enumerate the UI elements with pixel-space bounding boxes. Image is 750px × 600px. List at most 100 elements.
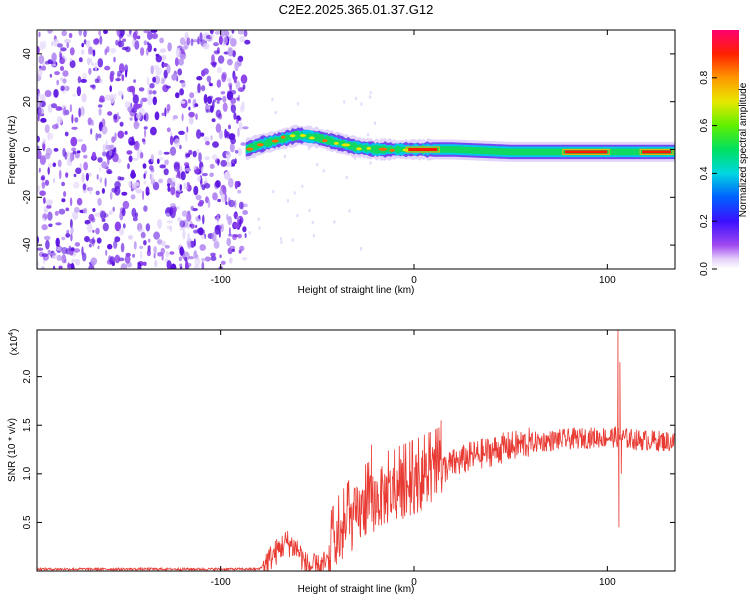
snr-x-tick-label: 100 xyxy=(599,577,616,588)
noise-speckle xyxy=(233,112,237,120)
noise-speckle xyxy=(144,128,147,138)
noise-speckle xyxy=(68,32,73,39)
noise-speckle xyxy=(209,163,215,169)
noise-speckle xyxy=(369,90,372,95)
noise-speckle xyxy=(86,57,91,66)
noise-speckle xyxy=(76,86,82,97)
noise-speckle xyxy=(109,72,114,83)
noise-speckle xyxy=(149,83,155,89)
noise-speckle xyxy=(166,127,171,133)
noise-speckle xyxy=(53,148,59,152)
noise-speckle xyxy=(228,133,236,141)
noise-speckle xyxy=(161,54,167,61)
spectrogram-y-label: Frequency (Hz) xyxy=(7,116,18,185)
noise-speckle xyxy=(308,208,311,213)
noise-speckle xyxy=(165,212,171,217)
noise-speckle xyxy=(180,100,186,104)
noise-speckle xyxy=(56,254,62,261)
noise-speckle xyxy=(61,236,66,241)
noise-speckle xyxy=(179,263,183,268)
noise-speckle xyxy=(114,186,121,196)
snr-y-tick-label: 1.0 xyxy=(22,466,33,480)
noise-speckle xyxy=(70,226,74,235)
noise-speckle xyxy=(174,138,181,148)
noise-speckle xyxy=(117,130,125,139)
noise-speckle xyxy=(159,37,165,44)
snr-x-ticks: -100 0 100 xyxy=(211,330,616,588)
noise-speckle xyxy=(181,210,188,217)
noise-speckle xyxy=(200,177,203,188)
noise-speckle xyxy=(104,48,108,56)
signal-hot-outline xyxy=(639,148,674,155)
noise-speckle xyxy=(77,76,82,84)
noise-speckle xyxy=(74,117,79,123)
noise-speckle xyxy=(196,76,203,81)
noise-speckle xyxy=(139,245,144,249)
noise-speckle xyxy=(137,262,142,269)
noise-speckle xyxy=(158,150,163,156)
noise-speckle xyxy=(44,179,50,186)
noise-speckle xyxy=(242,84,246,90)
noise-speckle xyxy=(193,165,197,170)
noise-speckle xyxy=(189,224,192,227)
snr-series-line xyxy=(37,330,675,571)
noise-speckle xyxy=(95,132,98,141)
noise-speckle xyxy=(53,89,59,98)
noise-speckle xyxy=(128,136,135,146)
spectrogram-y-tick-label: -20 xyxy=(22,190,33,205)
noise-speckle xyxy=(209,83,213,87)
signal-hot-segment xyxy=(642,150,672,154)
noise-speckle xyxy=(43,40,47,50)
noise-speckle xyxy=(150,154,154,163)
noise-speckle xyxy=(201,257,205,262)
noise-speckle xyxy=(186,126,189,133)
noise-speckle xyxy=(201,261,205,269)
noise-speckle xyxy=(132,87,135,97)
noise-speckle xyxy=(102,143,106,152)
noise-speckle xyxy=(130,172,137,179)
noise-speckle xyxy=(109,191,113,200)
noise-speckle xyxy=(87,51,94,55)
noise-speckle xyxy=(57,159,62,168)
noise-speckle xyxy=(92,208,96,212)
noise-speckle xyxy=(121,191,128,196)
noise-speckle xyxy=(140,152,144,159)
noise-speckle xyxy=(48,223,53,228)
noise-speckle xyxy=(87,223,93,233)
noise-speckle xyxy=(133,241,137,250)
noise-speckle xyxy=(150,126,157,136)
noise-speckle xyxy=(240,142,246,146)
noise-speckle xyxy=(60,47,67,52)
noise-speckle xyxy=(82,72,87,81)
noise-speckle xyxy=(84,236,90,243)
noise-speckle xyxy=(97,157,103,163)
noise-speckle xyxy=(227,90,232,95)
spectrogram-plot-area xyxy=(37,30,675,269)
noise-speckle xyxy=(146,95,153,106)
noise-speckle xyxy=(127,235,134,240)
noise-speckle xyxy=(150,65,154,75)
noise-speckle xyxy=(228,227,231,236)
noise-speckle xyxy=(44,90,52,98)
noise-speckle xyxy=(208,95,214,100)
noise-speckle xyxy=(105,144,112,150)
noise-speckle xyxy=(72,93,77,97)
noise-speckle xyxy=(238,201,244,210)
signal-blob xyxy=(246,147,254,151)
noise-speckle xyxy=(280,240,283,245)
noise-speckle xyxy=(55,237,60,247)
noise-speckle xyxy=(228,177,234,188)
noise-speckle xyxy=(179,88,185,96)
noise-speckle xyxy=(258,226,261,230)
noise-speckle xyxy=(75,258,81,266)
noise-speckle xyxy=(81,42,84,48)
noise-speckle xyxy=(229,245,236,249)
spectrogram-x-tick-label: -100 xyxy=(211,275,231,286)
noise-speckle xyxy=(58,208,66,215)
noise-speckle xyxy=(66,229,70,235)
noise-speckle xyxy=(234,150,239,154)
noise-speckle xyxy=(207,199,211,209)
colorbar-tick-label: 0.8 xyxy=(699,70,710,84)
noise-speckle xyxy=(96,237,102,244)
noise-speckle xyxy=(150,30,158,33)
